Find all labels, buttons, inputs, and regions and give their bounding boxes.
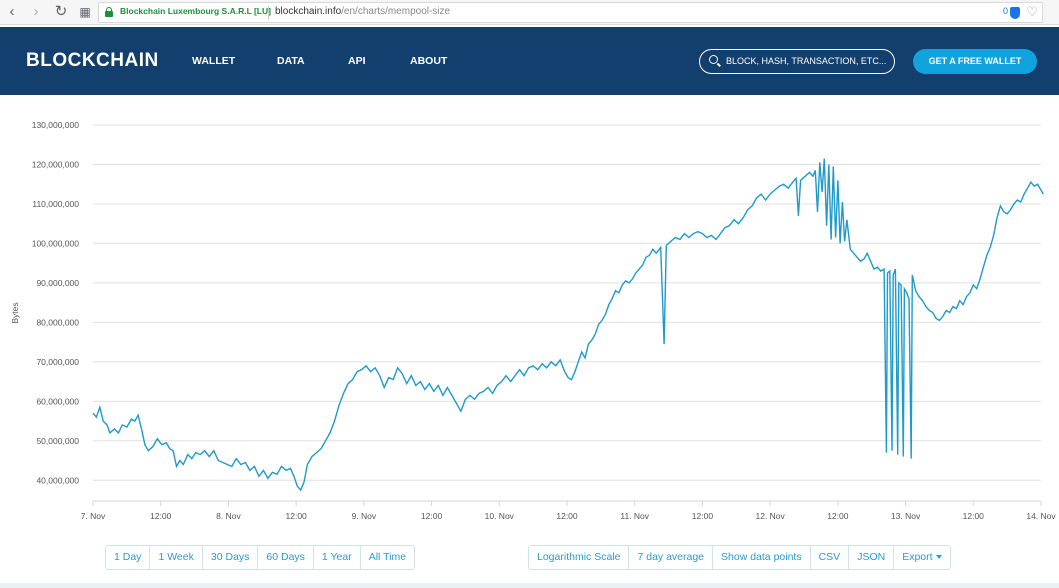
address-bar[interactable]: Blockchain Luxembourg S.A.R.L [LU] block… (98, 2, 1043, 23)
y-tick-label: 100,000,000 (32, 238, 80, 248)
chart-svg: 40,000,000 50,000,000 60,000,000 70,000,000… (10, 120, 1056, 521)
url-text[interactable]: blockchain.info/en/charts/mempool-size (275, 6, 451, 17)
x-tick-label: 9. Nov (352, 511, 377, 521)
site-header: BLOCKCHAIN WALLET DATA API ABOUT BLOCK, … (0, 27, 1059, 95)
y-axis-label: Bytes (10, 302, 20, 323)
y-tick-label: 70,000,000 (36, 357, 79, 367)
x-tick-label: 12:00 (150, 511, 172, 521)
x-tick-label: 12:00 (827, 511, 849, 521)
extension-badge-count: 0 (1002, 6, 1008, 16)
site-logo[interactable]: BLOCKCHAIN (26, 50, 159, 71)
search-placeholder: BLOCK, HASH, TRANSACTION, ETC... (726, 56, 887, 66)
search-icon (709, 55, 718, 64)
x-tick-label: 12:00 (556, 511, 578, 521)
search-input[interactable]: BLOCK, HASH, TRANSACTION, ETC... (699, 49, 895, 74)
caret-down-icon (935, 555, 942, 560)
reload-icon[interactable]: ↻ (54, 3, 68, 20)
x-tick-label: 12:00 (421, 511, 443, 521)
back-icon[interactable]: ‹ (9, 3, 15, 20)
y-tick-label: 50,000,000 (36, 436, 79, 446)
x-tick-label: 8. Nov (216, 511, 241, 521)
x-tick-label: 12:00 (692, 511, 714, 521)
x-tick-label: 12. Nov (755, 511, 785, 521)
logarithmic-scale-button[interactable]: Logarithmic Scale (528, 545, 630, 570)
x-tick-label: 7. Nov (81, 511, 106, 521)
export-button[interactable]: Export (894, 545, 951, 570)
json-button[interactable]: JSON (849, 545, 895, 570)
csv-button[interactable]: CSV (810, 545, 850, 570)
heart-icon[interactable]: ♡ (1026, 4, 1038, 19)
page-bottom-strip (0, 583, 1059, 588)
y-tick-label: 40,000,000 (36, 475, 79, 485)
export-label: Export (902, 551, 933, 563)
range-1-year-button[interactable]: 1 Year (313, 545, 361, 570)
x-tick-label: 14. Nov (1026, 511, 1056, 521)
seven-day-average-button[interactable]: 7 day average (629, 545, 714, 570)
x-tick-label: 12:00 (963, 511, 985, 521)
nav-wallet[interactable]: WALLET (192, 55, 236, 67)
y-tick-label: 130,000,000 (32, 120, 80, 130)
x-tick-label: 10. Nov (485, 511, 515, 521)
nav-about[interactable]: ABOUT (410, 55, 448, 67)
lock-icon (105, 7, 113, 17)
x-tick-label: 11. Nov (620, 511, 649, 521)
site-identity: Blockchain Luxembourg S.A.R.L [LU] (120, 6, 271, 16)
show-data-points-button[interactable]: Show data points (713, 545, 811, 570)
nav-data[interactable]: DATA (277, 55, 305, 67)
nav-api[interactable]: API (348, 55, 366, 67)
x-tick-label: 12:00 (286, 511, 308, 521)
y-tick-label: 120,000,000 (32, 159, 80, 169)
y-tick-label: 90,000,000 (36, 278, 79, 288)
mempool-size-chart: 40,000,000 50,000,000 60,000,000 70,000,000… (0, 95, 1059, 525)
range-60-days-button[interactable]: 60 Days (258, 545, 314, 570)
x-tick-label: 13. Nov (891, 511, 921, 521)
extension-shield-icon[interactable] (1010, 7, 1020, 19)
range-1-week-button[interactable]: 1 Week (150, 545, 203, 570)
forward-icon[interactable]: › (33, 3, 39, 20)
browser-toolbar: ‹ › ↻ ▦ Blockchain Luxembourg S.A.R.L [L… (0, 0, 1059, 25)
apps-grid-icon[interactable]: ▦ (79, 5, 91, 19)
range-button-group: 1 Day 1 Week 30 Days 60 Days 1 Year All … (105, 545, 416, 570)
get-free-wallet-button[interactable]: GET A FREE WALLET (913, 49, 1037, 74)
option-button-group: Logarithmic Scale 7 day average Show dat… (528, 545, 951, 570)
range-1-day-button[interactable]: 1 Day (105, 545, 151, 570)
y-tick-label: 60,000,000 (36, 396, 79, 406)
y-tick-label: 80,000,000 (36, 317, 79, 327)
range-all-time-button[interactable]: All Time (360, 545, 416, 570)
series-line (92, 158, 1044, 492)
y-tick-label: 110,000,000 (32, 199, 79, 209)
range-30-days-button[interactable]: 30 Days (202, 545, 259, 570)
